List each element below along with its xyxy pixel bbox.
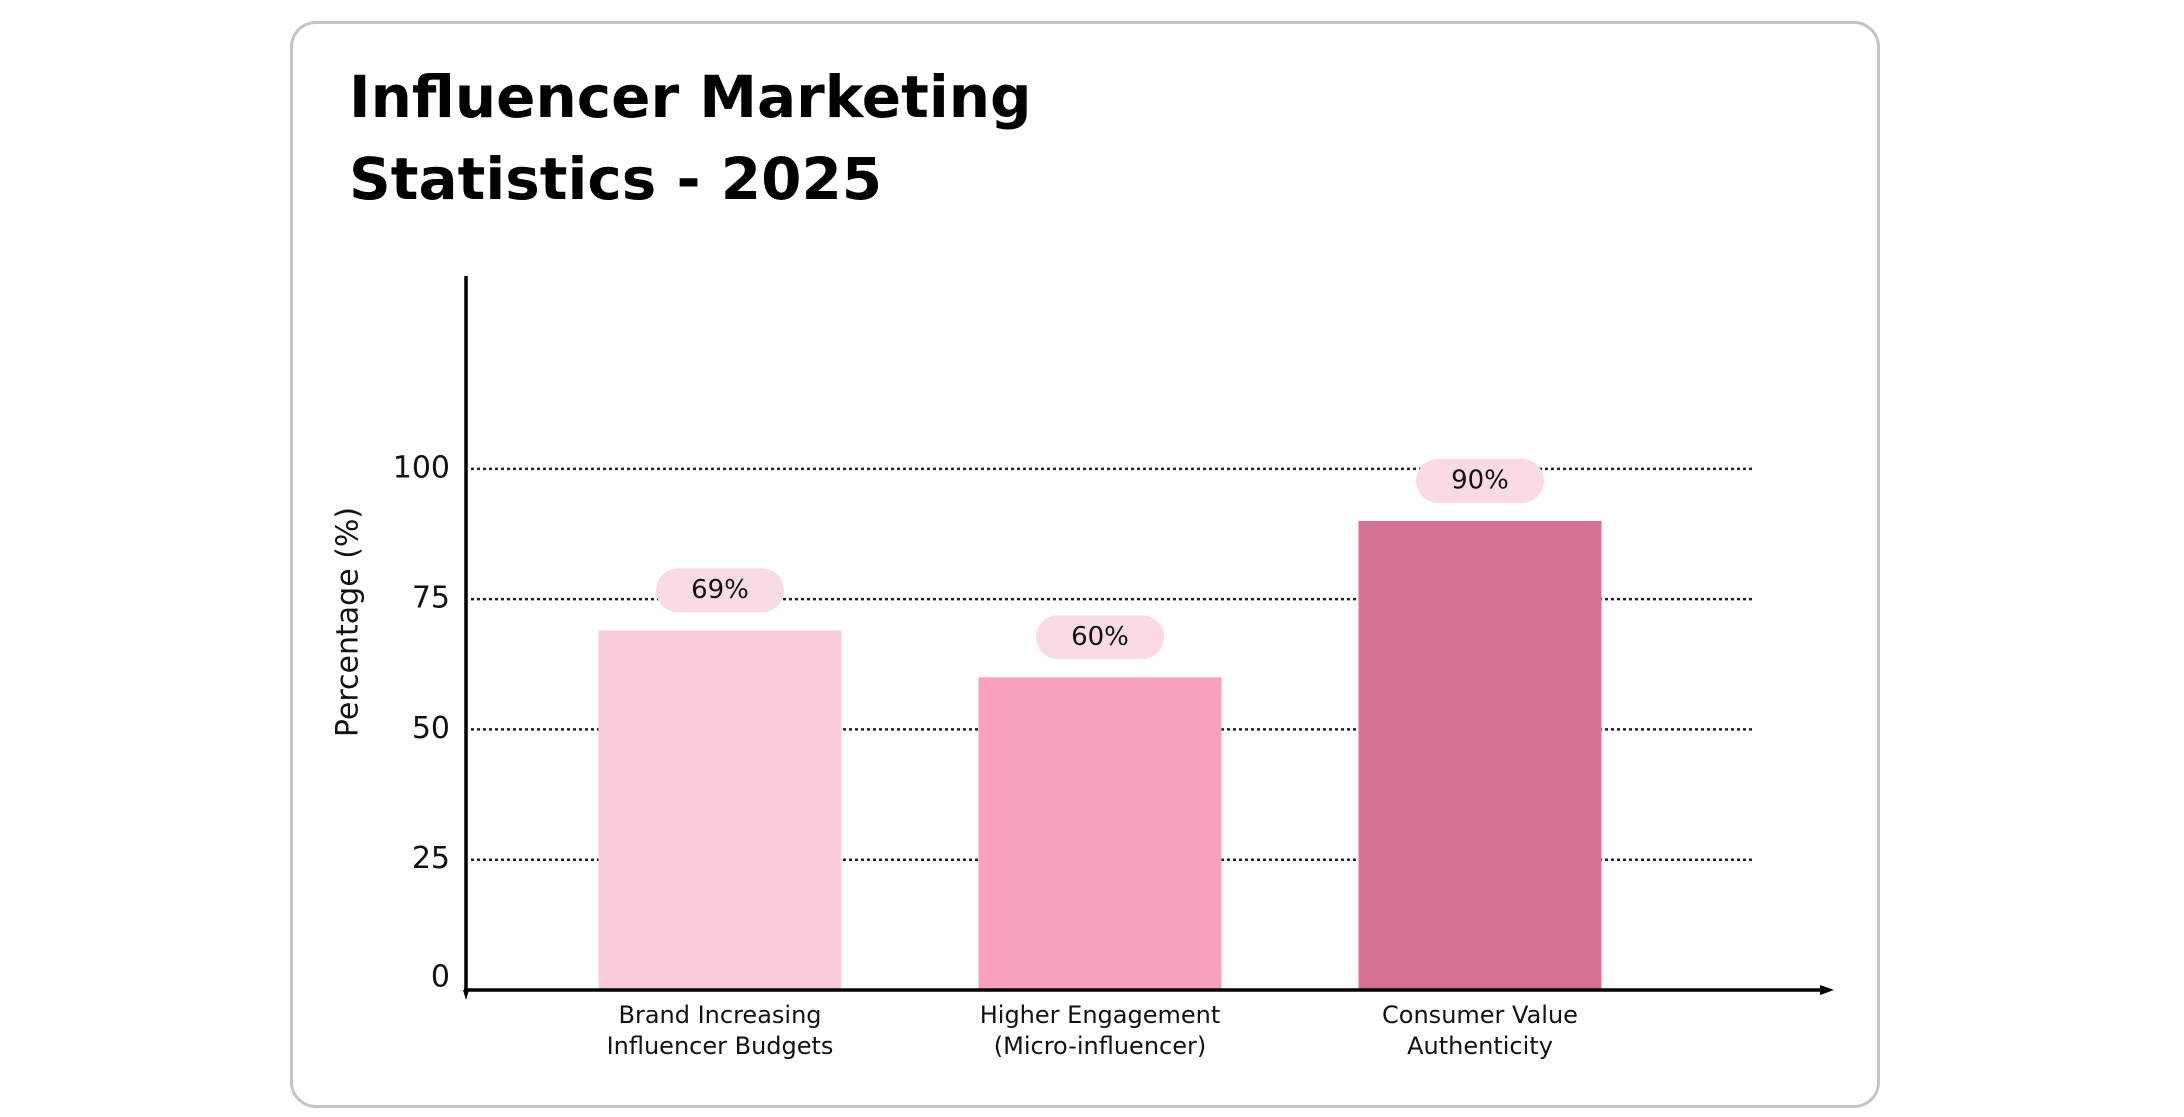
x-tick-label: Consumer Value Authenticity [1382, 1001, 1578, 1060]
card [290, 21, 1880, 1108]
bar [978, 677, 1222, 990]
value-label-pill [1036, 615, 1164, 660]
bar [1358, 520, 1602, 990]
chart-title: Influencer Marketing Statistics - 2025 [349, 63, 1032, 213]
value-label-pill [1416, 458, 1544, 503]
value-label-pill [656, 568, 784, 613]
origin-tick [463, 990, 469, 1000]
y-tick-label: 100 [393, 450, 450, 485]
y-tick-label: 0 [431, 960, 450, 995]
value-label: 69% [691, 575, 749, 605]
value-label: 90% [1451, 465, 1509, 495]
y-axis-label: Percentage (%) [331, 507, 366, 737]
y-tick-label: 25 [412, 841, 450, 876]
y-tick-label: 50 [412, 711, 450, 746]
x-axis-arrow [1820, 985, 1834, 995]
bar [598, 630, 842, 990]
y-tick-label: 75 [412, 581, 450, 616]
value-label: 60% [1071, 622, 1129, 652]
x-tick-label: Higher Engagement (Micro-influencer) [979, 1001, 1221, 1060]
x-tick-label: Brand Increasing Influencer Budgets [606, 1001, 834, 1060]
